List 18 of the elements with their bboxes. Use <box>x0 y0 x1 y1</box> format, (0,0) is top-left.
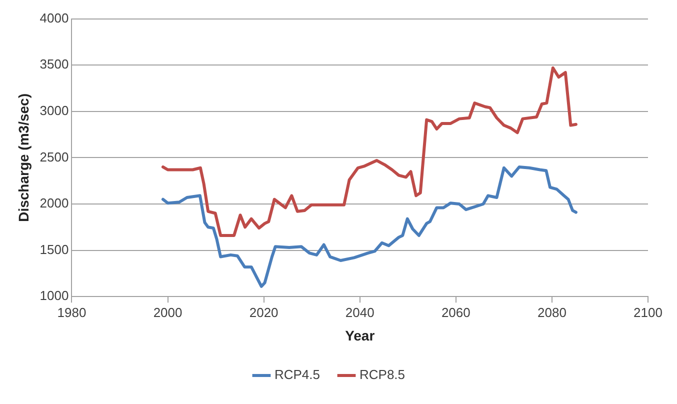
x-tick-label: 2080 <box>537 304 566 320</box>
x-tick-label: 2060 <box>441 304 470 320</box>
y-tick-label: 2500 <box>40 149 69 164</box>
y-axis-title: Discharge (m3/sec) <box>15 93 32 222</box>
y-tick-label: 1000 <box>40 288 69 304</box>
x-axis-title: Year <box>345 327 376 344</box>
y-tick-label: 1500 <box>40 242 69 257</box>
y-tick-label: 3000 <box>40 102 69 118</box>
y-tick-label: 4000 <box>40 10 69 26</box>
legend-label: RCP4.5 <box>274 367 320 382</box>
y-tick-label: 3500 <box>40 56 69 72</box>
x-tick-label: 2000 <box>153 304 182 320</box>
legend-label: RCP8.5 <box>360 367 406 382</box>
x-tick-label: 2020 <box>249 304 278 320</box>
x-tick-label: 2040 <box>345 304 374 320</box>
x-tick-label: 1980 <box>57 304 86 320</box>
y-tick-label: 2000 <box>40 196 69 211</box>
x-tick-label: 2100 <box>634 304 662 320</box>
